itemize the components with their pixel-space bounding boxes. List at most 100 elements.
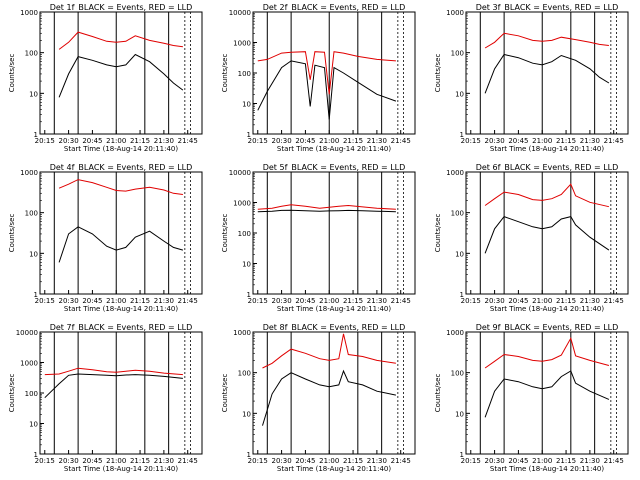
y-tick-label: 1 — [34, 451, 38, 459]
x-tick-label: 21:00 — [532, 297, 552, 305]
y-tick-label: 100 — [238, 370, 251, 378]
panel-6: Det 6f_BLACK = Events, RED = LLD 1 10 100 10… — [434, 163, 629, 313]
x-tick-label: 20:15 — [35, 457, 55, 465]
panel-title: Det 7f_BLACK = Events, RED = LLD — [50, 323, 193, 332]
x-axis-label: Start Time (18-Aug-14 20:11:40) — [490, 465, 604, 473]
x-tick-label: 21:45 — [178, 297, 198, 305]
x-tick-label: 21:30 — [580, 137, 600, 145]
x-tick-label: 21:15 — [130, 297, 150, 305]
y-tick-label: 10000 — [16, 329, 38, 337]
x-tick-label: 20:15 — [248, 297, 268, 305]
x-tick-label: 21:45 — [178, 137, 198, 145]
x-tick-label: 21:15 — [556, 457, 576, 465]
y-tick-label: 10 — [242, 101, 251, 109]
events-series-line — [484, 53, 610, 94]
x-tick-label: 21:15 — [343, 457, 363, 465]
y-tick-label: 1 — [247, 291, 251, 299]
y-tick-label: 10 — [455, 250, 464, 258]
y-tick-label: 10 — [455, 410, 464, 418]
y-axis-label: Counts/sec — [8, 214, 16, 253]
events-series-line — [484, 370, 610, 418]
y-tick-label: 1000 — [446, 329, 464, 337]
x-tick-label: 21:30 — [367, 457, 387, 465]
x-axis-label: Start Time (18-Aug-14 20:11:40) — [64, 305, 178, 313]
panel-5: Det 5f_BLACK = Events, RED = LLD 1 10 100 10… — [221, 163, 416, 313]
plot-frame — [465, 331, 629, 455]
x-tick-label: 20:45 — [508, 137, 528, 145]
events-series-line — [44, 373, 183, 399]
plot-frame — [252, 171, 416, 295]
panel-title: Det 1f_BLACK = Events, RED = LLD — [50, 3, 193, 12]
y-axis-label: Counts/sec — [434, 214, 442, 253]
panel-3: Det 3f_BLACK = Events, RED = LLD 1 10 100 10… — [434, 3, 629, 153]
panel-7: Det 7f_BLACK = Events, RED = LLD 1 10 100 10… — [8, 323, 203, 473]
x-tick-label: 20:15 — [461, 137, 481, 145]
events-series-line — [58, 226, 184, 263]
x-tick-label: 20:30 — [271, 457, 291, 465]
y-tick-label: 1 — [247, 131, 251, 139]
y-tick-label: 1 — [34, 291, 38, 299]
x-tick-label: 20:30 — [58, 137, 78, 145]
panel-title: Det 9f_BLACK = Events, RED = LLD — [476, 323, 619, 332]
lld-series-line — [484, 32, 609, 49]
y-tick-label: 1000 — [20, 360, 38, 368]
x-tick-label: 20:30 — [484, 137, 504, 145]
x-tick-label: 21:00 — [532, 457, 552, 465]
x-tick-label: 21:00 — [106, 137, 126, 145]
panel-title: Det 2f_BLACK = Events, RED = LLD — [263, 3, 406, 12]
x-tick-label: 21:45 — [604, 457, 624, 465]
y-tick-label: 1000 — [446, 169, 464, 177]
plot-frame — [39, 11, 203, 135]
x-tick-label: 21:00 — [319, 137, 339, 145]
x-tick-label: 21:15 — [343, 297, 363, 305]
x-tick-label: 21:00 — [106, 297, 126, 305]
x-axis-label: Start Time (18-Aug-14 20:11:40) — [490, 305, 604, 313]
plot-frame — [465, 171, 629, 295]
y-tick-label: 100 — [451, 210, 464, 218]
x-axis-label: Start Time (18-Aug-14 20:11:40) — [277, 465, 391, 473]
panel-title: Det 5f_BLACK = Events, RED = LLD — [263, 163, 406, 172]
lld-series-line — [484, 336, 610, 369]
panel-title: Det 3f_BLACK = Events, RED = LLD — [476, 3, 619, 12]
lld-series-line — [58, 179, 183, 195]
x-tick-label: 21:00 — [106, 457, 126, 465]
x-tick-label: 21:30 — [154, 297, 174, 305]
lld-series-line — [257, 204, 396, 210]
x-axis-label: Start Time (18-Aug-14 20:11:40) — [277, 145, 391, 153]
x-tick-label: 20:45 — [295, 137, 315, 145]
events-series-line — [58, 53, 184, 98]
x-tick-label: 20:30 — [58, 457, 78, 465]
lld-series-line — [58, 31, 183, 50]
events-series-line — [257, 209, 396, 213]
x-tick-label: 20:45 — [82, 137, 102, 145]
y-tick-label: 100 — [238, 70, 251, 78]
panel-2: Det 2f_BLACK = Events, RED = LLD 1 10 100 10… — [221, 3, 416, 153]
y-tick-label: 1 — [34, 131, 38, 139]
x-tick-label: 20:45 — [295, 457, 315, 465]
lld-series-line — [257, 51, 396, 95]
y-tick-label: 1 — [460, 291, 464, 299]
y-tick-label: 10 — [242, 410, 251, 418]
x-tick-label: 20:30 — [58, 297, 78, 305]
y-tick-label: 1000 — [233, 329, 251, 337]
x-tick-label: 20:45 — [508, 457, 528, 465]
y-tick-label: 1000 — [233, 200, 251, 208]
y-axis-label: Counts/sec — [434, 374, 442, 413]
panel-4: Det 4f_BLACK = Events, RED = LLD 1 10 100 10… — [8, 163, 203, 313]
x-axis-label: Start Time (18-Aug-14 20:11:40) — [490, 145, 604, 153]
y-tick-label: 1000 — [233, 40, 251, 48]
x-tick-label: 20:15 — [35, 297, 55, 305]
y-axis-label: Counts/sec — [434, 54, 442, 93]
x-tick-label: 21:00 — [532, 137, 552, 145]
y-tick-label: 100 — [25, 210, 38, 218]
panel-8: Det 8f_BLACK = Events, RED = LLD 1 10 100 10… — [221, 323, 416, 473]
y-tick-label: 1 — [460, 451, 464, 459]
x-tick-label: 20:15 — [35, 137, 55, 145]
y-tick-label: 10 — [242, 261, 251, 269]
y-tick-label: 100 — [238, 230, 251, 238]
y-axis-label: Counts/sec — [8, 374, 16, 413]
y-tick-label: 10 — [455, 90, 464, 98]
x-tick-label: 20:45 — [508, 297, 528, 305]
